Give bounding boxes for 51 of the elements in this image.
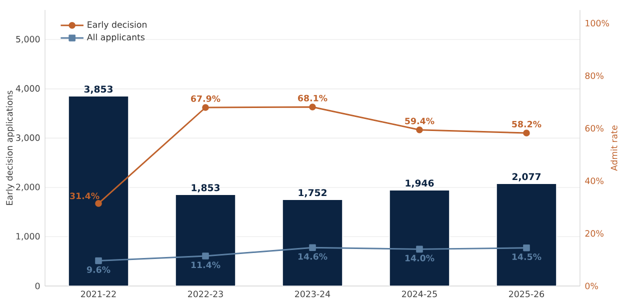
point bbox=[202, 252, 209, 260]
data-label: 14.0% bbox=[405, 254, 434, 262]
legend-label: Early decision bbox=[88, 21, 146, 30]
data-label: 59.4% bbox=[405, 118, 434, 124]
data-label: 9.6% bbox=[86, 266, 110, 273]
legend-label: All applicants bbox=[86, 34, 145, 42]
y-tick-label: 4,000 bbox=[16, 85, 40, 93]
point bbox=[95, 200, 102, 207]
y-tick-label: 2,000 bbox=[16, 184, 40, 192]
data-label: 58.2% bbox=[512, 120, 542, 128]
bar bbox=[389, 190, 450, 286]
x-tick-label: 2024-25 bbox=[402, 290, 437, 298]
point bbox=[309, 244, 316, 252]
y2-tick-label: 20% bbox=[585, 230, 604, 237]
data-label: 67.9% bbox=[191, 95, 220, 102]
point bbox=[202, 104, 209, 111]
data-label: 68.1% bbox=[298, 94, 328, 102]
y-tick-label: 0 bbox=[35, 282, 40, 290]
y2-axis-title: Admit rate bbox=[610, 126, 618, 171]
point bbox=[416, 246, 423, 253]
data-label: 11.4% bbox=[191, 262, 220, 268]
point bbox=[309, 104, 316, 110]
data-label: 1,752 bbox=[298, 189, 326, 198]
bar bbox=[282, 199, 343, 286]
data-label: 1,853 bbox=[192, 184, 220, 192]
y2-tick-label: 80% bbox=[585, 72, 604, 79]
x-tick-label: 2023-24 bbox=[295, 290, 330, 298]
y2-tick-label: 100% bbox=[586, 20, 609, 26]
x-tick-label: 2025-26 bbox=[509, 290, 544, 298]
data-label: 14.6% bbox=[298, 253, 328, 260]
x-tick-label: 2021-22 bbox=[81, 290, 116, 298]
y-axis-title: Early decision applications bbox=[6, 90, 14, 205]
y2-tick-label: 0% bbox=[585, 282, 598, 290]
bar bbox=[496, 183, 557, 286]
data-label: 1,946 bbox=[406, 180, 434, 188]
data-label: 3,853 bbox=[84, 86, 113, 94]
data-label: 31.4% bbox=[70, 192, 100, 200]
y2-tick-label: 60% bbox=[585, 125, 604, 132]
bar bbox=[175, 194, 236, 286]
point bbox=[416, 126, 423, 134]
data-label: 14.5% bbox=[512, 253, 542, 260]
y-tick-label: 3,000 bbox=[16, 134, 40, 142]
data-label: 2,077 bbox=[512, 173, 541, 182]
point bbox=[523, 130, 530, 136]
bar bbox=[68, 96, 129, 286]
y2-tick-label: 40% bbox=[585, 178, 604, 184]
y-tick-label: 1,000 bbox=[16, 232, 40, 240]
point bbox=[523, 244, 530, 252]
point bbox=[95, 257, 102, 264]
y-tick-label: 5,000 bbox=[16, 36, 40, 44]
x-tick-label: 2022-23 bbox=[188, 290, 223, 298]
